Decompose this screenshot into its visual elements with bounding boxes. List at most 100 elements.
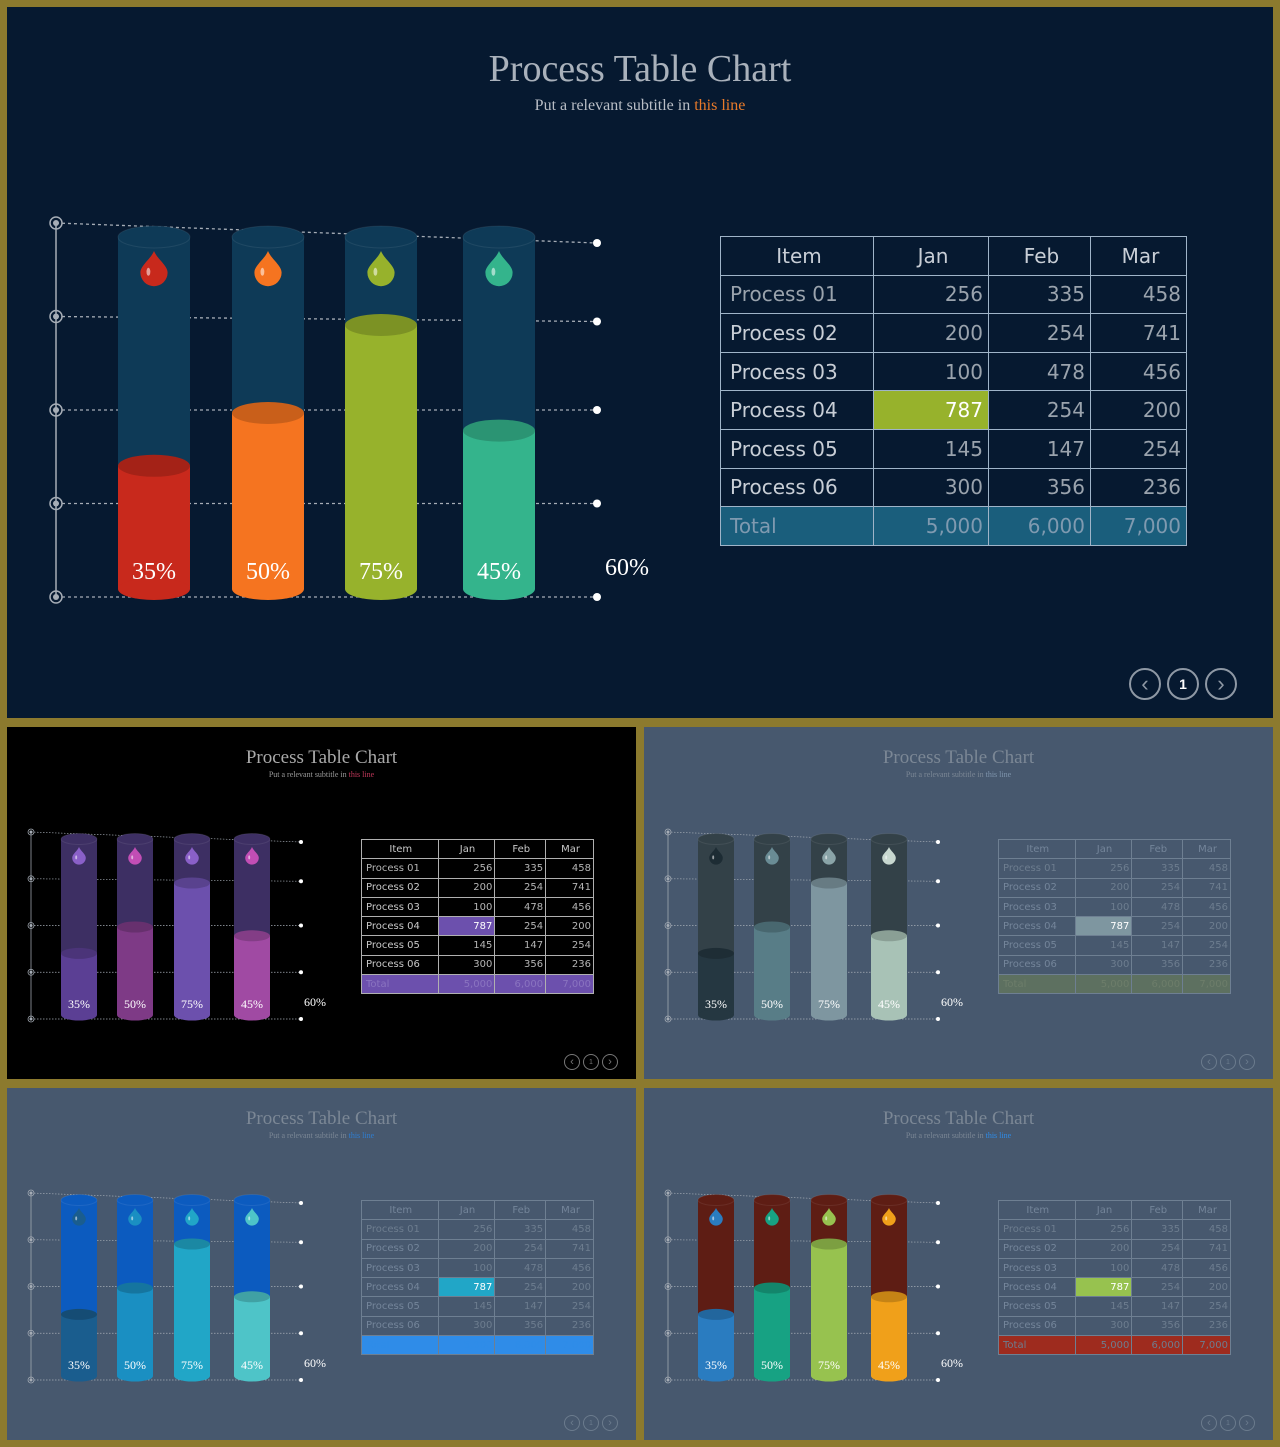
axis-marker-dot bbox=[666, 1017, 670, 1021]
page-number-button[interactable]: 1 bbox=[583, 1054, 599, 1070]
next-page-button[interactable]: › bbox=[602, 1415, 618, 1431]
table-cell: 478 bbox=[988, 351, 1091, 392]
next-page-button[interactable]: › bbox=[602, 1054, 618, 1070]
guide-end-dot bbox=[936, 1284, 940, 1289]
table-cell: 254 bbox=[1182, 1296, 1231, 1317]
prev-page-button[interactable]: ‹ bbox=[564, 1415, 580, 1431]
guide-end-dot bbox=[299, 1284, 303, 1289]
prev-page-button[interactable]: ‹ bbox=[1129, 668, 1161, 700]
table-cell: 200 bbox=[1182, 916, 1231, 937]
table-total-cell: 5,000 bbox=[437, 1335, 496, 1356]
table-row: Process 01 256 335 458 bbox=[361, 1219, 594, 1240]
table-header-cell: Item bbox=[998, 838, 1076, 860]
table-cell: 335 bbox=[988, 274, 1091, 315]
subtitle-text: Put a relevant subtitle in bbox=[905, 1131, 986, 1140]
drop-highlight bbox=[885, 1216, 888, 1221]
table-total-row: Total 5,000 6,000 7,000 bbox=[361, 1335, 594, 1356]
table-cell: 145 bbox=[437, 1296, 496, 1317]
table-cell: 147 bbox=[1131, 1296, 1184, 1317]
cylinder-cap bbox=[462, 225, 536, 249]
table-row: Process 04 787 254 200 bbox=[998, 1277, 1231, 1298]
page-number-button[interactable]: 1 bbox=[583, 1415, 599, 1431]
side-percent-label: 60% bbox=[941, 995, 963, 1009]
cylinder-cap bbox=[753, 1194, 791, 1206]
table-cell: 456 bbox=[545, 1257, 594, 1279]
table-total-label: Total bbox=[361, 974, 439, 995]
table-cell: 741 bbox=[545, 1238, 594, 1259]
cylinder-cap bbox=[60, 833, 98, 845]
table-total-cell: 6,000 bbox=[988, 506, 1091, 546]
slide-title: Process Table Chart bbox=[882, 1108, 1035, 1129]
cylinder-bar-top bbox=[61, 1308, 97, 1320]
table-cell: 236 bbox=[545, 954, 594, 976]
table-total-cell: 5,000 bbox=[873, 506, 989, 546]
table-cell: 100 bbox=[873, 351, 989, 392]
prev-page-button[interactable]: ‹ bbox=[1201, 1054, 1217, 1070]
bar-percent-label: 75% bbox=[359, 559, 403, 585]
cylinder-cap bbox=[173, 1194, 211, 1206]
cylinder-bar-top bbox=[871, 1291, 907, 1303]
drop-icon bbox=[72, 847, 86, 865]
guide-end-dot bbox=[299, 879, 303, 884]
table-cell: 145 bbox=[1074, 1296, 1133, 1317]
table-row-label: Process 03 bbox=[361, 1257, 439, 1279]
table-header-cell: Mar bbox=[1090, 236, 1187, 276]
cylinder-bar-top bbox=[174, 877, 210, 889]
table-cell: 300 bbox=[1074, 1315, 1133, 1337]
pager: ‹ 1 › bbox=[1201, 1054, 1255, 1070]
table-row-label: Process 02 bbox=[998, 877, 1076, 898]
guide-end-dot bbox=[936, 1378, 940, 1382]
pager: ‹ 1 › bbox=[1201, 1415, 1255, 1431]
table-cell: 787 bbox=[1074, 1277, 1133, 1298]
cylinder-bar bbox=[61, 1314, 97, 1376]
page-number-button[interactable]: 1 bbox=[1220, 1054, 1236, 1070]
table-cell: 458 bbox=[545, 1219, 594, 1240]
prev-page-button[interactable]: ‹ bbox=[1201, 1415, 1217, 1431]
table-cell: 200 bbox=[873, 313, 989, 353]
table-header-cell: Jan bbox=[873, 236, 989, 276]
slide-main: Process Table Chart Put a relevant subti… bbox=[7, 7, 1273, 718]
drop-highlight bbox=[768, 1216, 771, 1221]
table-cell: 254 bbox=[1131, 1277, 1184, 1298]
bar-percent-label: 45% bbox=[878, 1358, 900, 1372]
table-row-label: Process 01 bbox=[361, 858, 439, 879]
axis-marker-dot bbox=[53, 594, 59, 600]
table-cell: 356 bbox=[1131, 1315, 1184, 1337]
axis-marker-dot bbox=[29, 1285, 33, 1288]
process-table: Item Jan Feb Mar Process 01 256 335 458 Process … bbox=[361, 838, 594, 995]
axis-marker-ring bbox=[49, 590, 63, 604]
table-row: Process 02 200 254 741 bbox=[720, 313, 1187, 353]
page-number-button[interactable]: 1 bbox=[1167, 668, 1199, 700]
table-row: Process 04 787 254 200 bbox=[998, 916, 1231, 937]
drop-highlight bbox=[712, 855, 715, 860]
table-row-label: Process 01 bbox=[361, 1219, 439, 1240]
subtitle-highlight: this line bbox=[985, 1131, 1012, 1140]
table-cell: 256 bbox=[437, 858, 496, 879]
next-page-button[interactable]: › bbox=[1239, 1054, 1255, 1070]
table-row: Process 03 100 478 456 bbox=[361, 1257, 594, 1279]
next-page-button[interactable]: › bbox=[1205, 668, 1237, 700]
bar-percent-label: 45% bbox=[241, 1358, 263, 1372]
table-header-cell: Feb bbox=[1131, 1199, 1184, 1221]
next-page-button[interactable]: › bbox=[1239, 1415, 1255, 1431]
cylinder-bar bbox=[754, 1288, 790, 1376]
table-cell: 478 bbox=[494, 896, 547, 918]
table-cell: 254 bbox=[494, 1277, 547, 1298]
table-cell: 787 bbox=[437, 916, 496, 937]
axis-marker-ring bbox=[664, 1376, 672, 1384]
table-row-label: Process 03 bbox=[720, 351, 874, 392]
axis-marker-ring bbox=[664, 1236, 672, 1244]
table-cell: 741 bbox=[1090, 313, 1187, 353]
axis-marker-ring bbox=[27, 1283, 35, 1290]
table-cell: 478 bbox=[494, 1257, 547, 1279]
axis-marker-dot bbox=[53, 500, 59, 507]
guide-end-dot bbox=[299, 1017, 303, 1021]
prev-page-button[interactable]: ‹ bbox=[564, 1054, 580, 1070]
drop-highlight bbox=[248, 855, 251, 860]
subtitle-text: Put a relevant subtitle in bbox=[905, 770, 986, 779]
table-total-label: Total bbox=[998, 1335, 1076, 1356]
bar-percent-label: 35% bbox=[68, 1358, 90, 1372]
axis-marker-ring bbox=[664, 828, 672, 836]
cylinder-cap bbox=[116, 1194, 154, 1206]
page-number-button[interactable]: 1 bbox=[1220, 1415, 1236, 1431]
